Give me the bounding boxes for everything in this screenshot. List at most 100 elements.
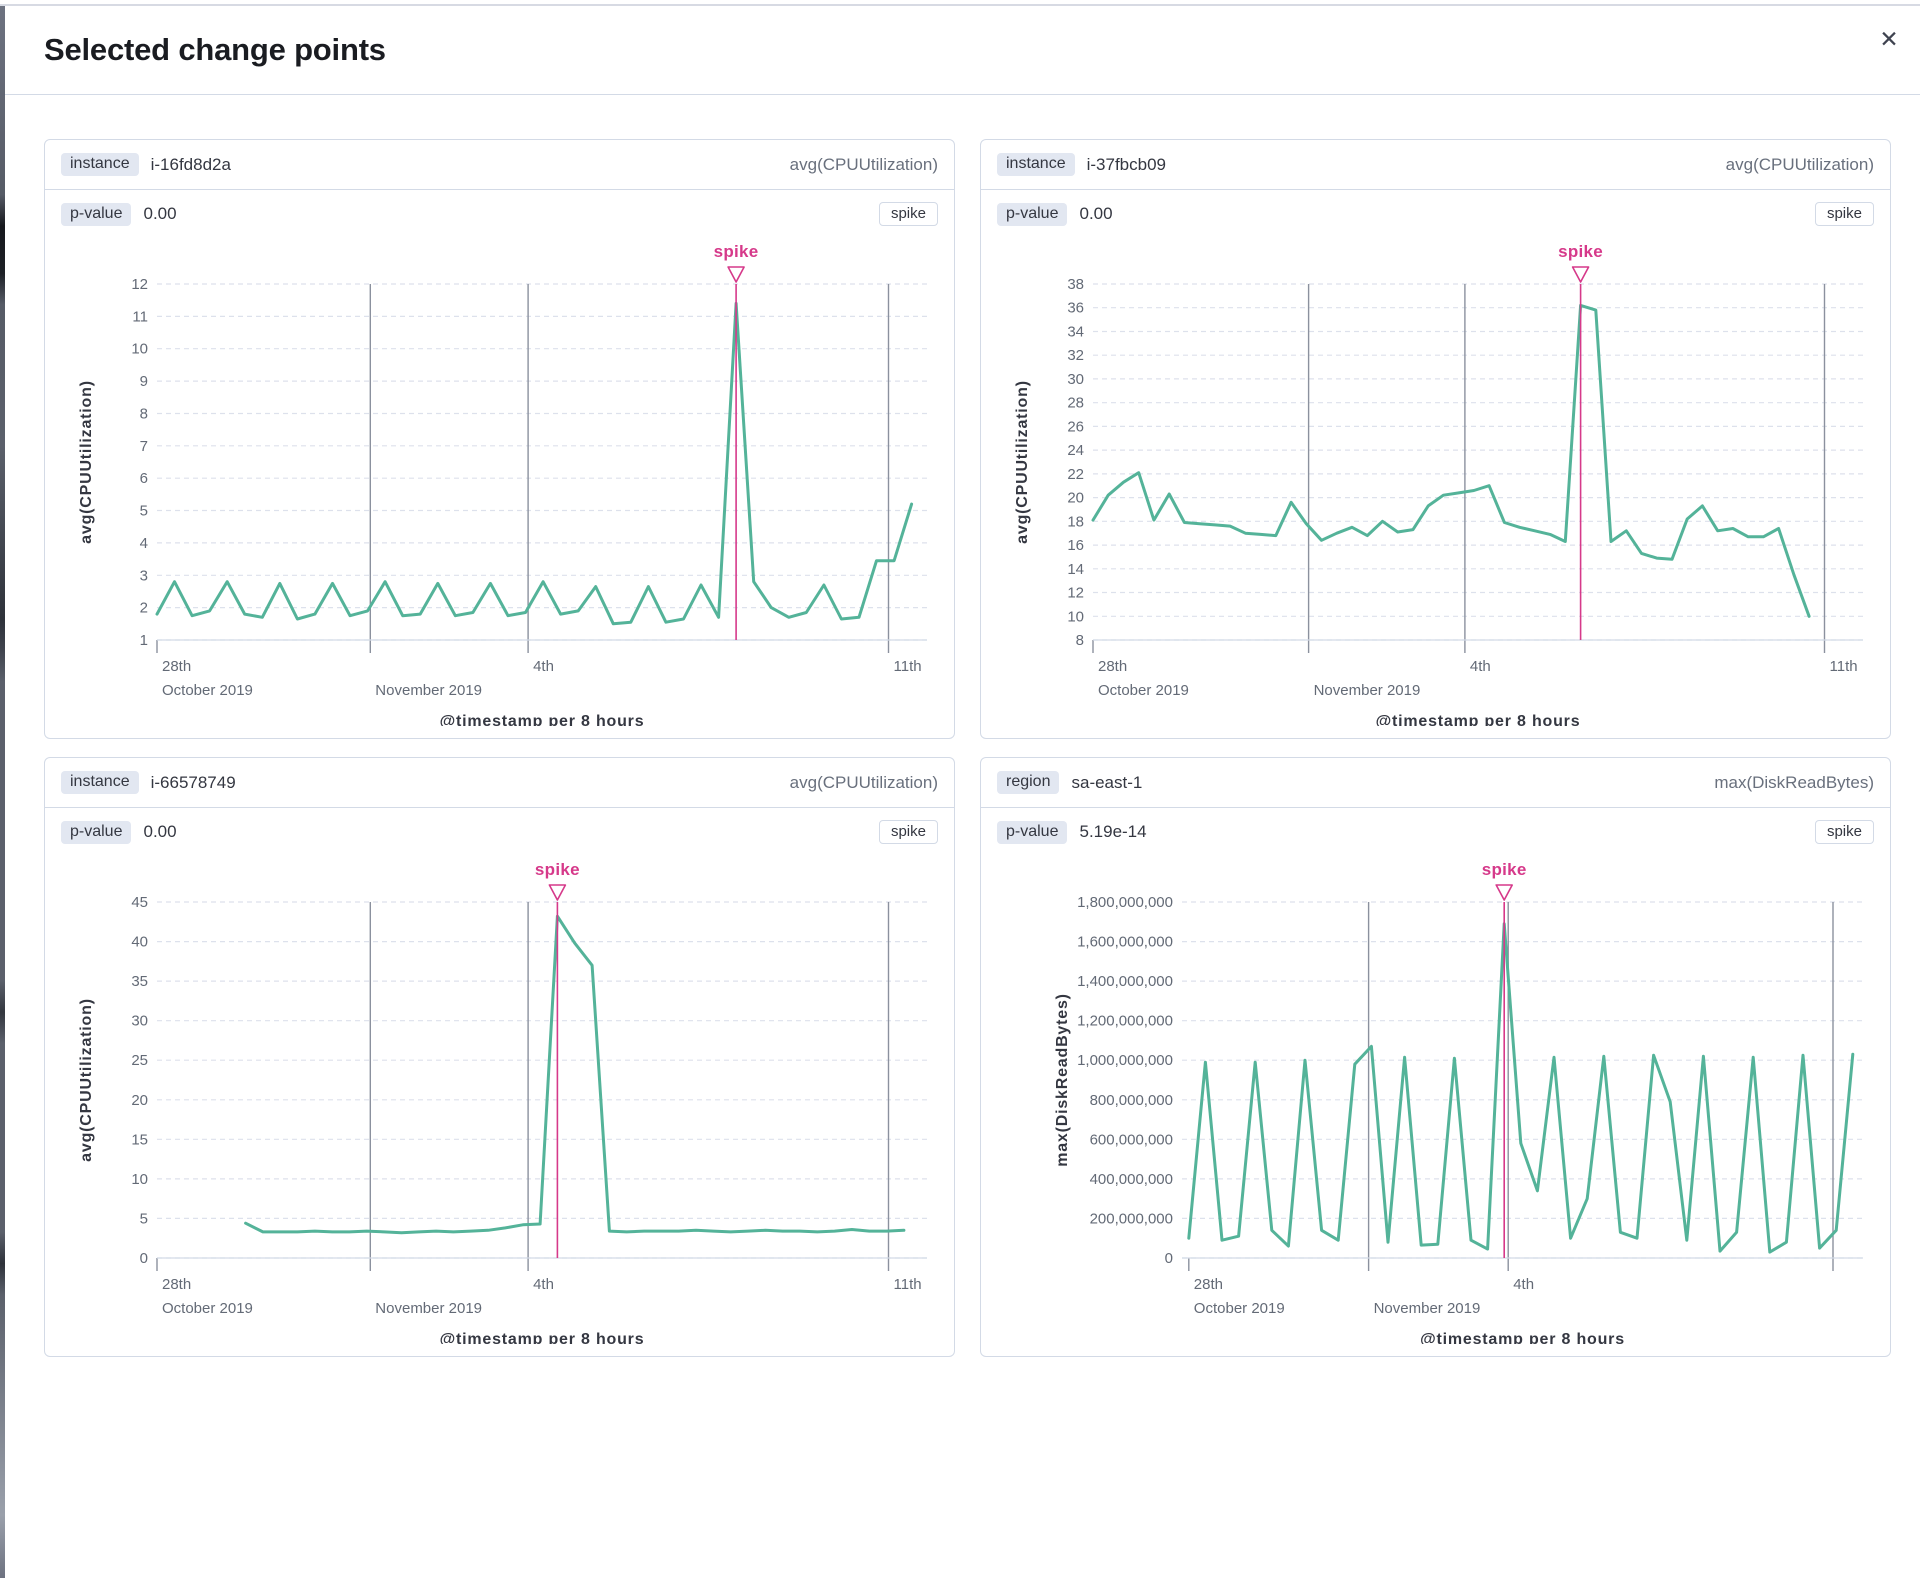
svg-text:4th: 4th (533, 1276, 554, 1293)
svg-text:24: 24 (1067, 442, 1084, 459)
svg-text:avg(CPUUtilization): avg(CPUUtilization) (78, 998, 95, 1162)
svg-text:1,400,000,000: 1,400,000,000 (1077, 973, 1173, 990)
svg-text:October 2019: October 2019 (1098, 682, 1189, 699)
svg-text:11th: 11th (894, 1276, 922, 1293)
svg-text:11th: 11th (894, 658, 922, 675)
p-value-row: p-value 5.19e-14 spike (981, 808, 1890, 844)
selected-change-points-flyout: Selected change points ✕ instance i-16fd… (5, 6, 1920, 1578)
svg-text:spike: spike (1482, 860, 1527, 879)
p-value-badge: p-value (997, 202, 1068, 226)
p-value: 0.00 (1079, 204, 1113, 223)
svg-text:28: 28 (1067, 395, 1084, 412)
p-value-badge: p-value (61, 202, 132, 226)
svg-text:32: 32 (1067, 347, 1084, 364)
change-point-panel-1: instance i-16fd8d2a avg(CPUUtilization) … (44, 139, 955, 739)
svg-text:avg(CPUUtilization): avg(CPUUtilization) (1014, 380, 1031, 544)
svg-text:@timestamp per 8 hours: @timestamp per 8 hours (440, 1331, 645, 1344)
svg-text:12: 12 (1067, 585, 1084, 602)
svg-text:6: 6 (140, 470, 148, 487)
svg-text:36: 36 (1067, 300, 1084, 317)
svg-text:@timestamp per 8 hours: @timestamp per 8 hours (1376, 713, 1581, 726)
svg-text:@timestamp per 8 hours: @timestamp per 8 hours (440, 713, 645, 726)
p-value-badge: p-value (61, 820, 132, 844)
svg-text:600,000,000: 600,000,000 (1090, 1131, 1173, 1148)
svg-text:8: 8 (1076, 632, 1084, 649)
svg-text:spike: spike (1558, 242, 1603, 261)
svg-text:9: 9 (140, 373, 148, 390)
p-value-row: p-value 0.00 spike (981, 190, 1890, 226)
line-chart-svg: 0 5 10 15 20 25 30 35 40 45 28th October 2019 Novemb… (78, 860, 927, 1344)
svg-text:November 2019: November 2019 (375, 1300, 482, 1317)
svg-text:0: 0 (1165, 1250, 1173, 1267)
metric-label: avg(CPUUtilization) (1725, 154, 1874, 174)
field-name-badge: instance (997, 153, 1075, 176)
change-point-chart: 0 5 10 15 20 25 30 35 40 45 28th October 2019 Novemb… (45, 844, 954, 1356)
background-page-edge (0, 6, 5, 1578)
change-type-badge: spike (878, 820, 938, 844)
svg-text:5: 5 (140, 503, 148, 520)
svg-text:11th: 11th (1830, 658, 1858, 675)
metric-label: max(DiskReadBytes) (1714, 772, 1874, 792)
panel-header: instance i-66578749 avg(CPUUtilization) (45, 758, 954, 808)
svg-text:38: 38 (1067, 276, 1084, 293)
line-chart-svg: 8 10 12 14 16 18 20 22 24 26 28 30 32 34 36 38 28th Octob… (1014, 242, 1863, 726)
svg-text:12: 12 (131, 276, 148, 293)
svg-text:28th: 28th (1098, 658, 1127, 675)
svg-text:October 2019: October 2019 (162, 1300, 253, 1317)
svg-text:4: 4 (140, 535, 148, 552)
change-type-badge: spike (1814, 202, 1874, 226)
svg-text:8: 8 (140, 406, 148, 423)
svg-text:400,000,000: 400,000,000 (1090, 1171, 1173, 1188)
page-top-border (0, 4, 1920, 6)
page-title: Selected change points (44, 32, 386, 67)
svg-text:14: 14 (1067, 561, 1084, 578)
svg-text:avg(CPUUtilization): avg(CPUUtilization) (78, 380, 95, 544)
svg-text:November 2019: November 2019 (1314, 682, 1421, 699)
svg-text:10: 10 (1067, 608, 1084, 625)
svg-text:@timestamp per 8 hours: @timestamp per 8 hours (1420, 1331, 1625, 1344)
svg-text:20: 20 (1067, 490, 1084, 507)
svg-text:15: 15 (131, 1131, 148, 1148)
svg-text:1,800,000,000: 1,800,000,000 (1077, 894, 1173, 911)
svg-text:16: 16 (1067, 537, 1084, 554)
change-type-badge: spike (1814, 820, 1874, 844)
change-point-chart: 8 10 12 14 16 18 20 22 24 26 28 30 32 34 36 38 28th Octob… (981, 226, 1890, 738)
svg-text:22: 22 (1067, 466, 1084, 483)
svg-text:34: 34 (1067, 324, 1084, 341)
panel-header: instance i-37fbcb09 avg(CPUUtilization) (981, 140, 1890, 190)
p-value-row: p-value 0.00 spike (45, 808, 954, 844)
field-name-badge: instance (61, 771, 139, 794)
field-name-badge: region (997, 771, 1060, 794)
svg-text:18: 18 (1067, 513, 1084, 530)
close-icon[interactable]: ✕ (1872, 22, 1906, 56)
svg-text:800,000,000: 800,000,000 (1090, 1092, 1173, 1109)
svg-text:10: 10 (131, 341, 148, 358)
svg-text:November 2019: November 2019 (375, 682, 482, 699)
svg-text:30: 30 (131, 1013, 148, 1030)
field-value: i-16fd8d2a (150, 154, 231, 174)
p-value: 0.00 (143, 822, 177, 841)
svg-text:November 2019: November 2019 (1374, 1300, 1481, 1317)
p-value-row: p-value 0.00 spike (45, 190, 954, 226)
svg-text:30: 30 (1067, 371, 1084, 388)
svg-text:28th: 28th (162, 658, 191, 675)
change-point-chart: 1 2 3 4 5 6 7 8 9 10 11 12 28th October 2019 November … (45, 226, 954, 738)
svg-text:4th: 4th (1513, 1276, 1534, 1293)
svg-text:October 2019: October 2019 (1194, 1300, 1285, 1317)
field-value: i-66578749 (150, 772, 236, 792)
svg-text:26: 26 (1067, 418, 1084, 435)
svg-text:spike: spike (714, 242, 759, 261)
metric-label: avg(CPUUtilization) (789, 772, 938, 792)
p-value-badge: p-value (997, 820, 1068, 844)
svg-text:spike: spike (535, 860, 580, 879)
panel-header: instance i-16fd8d2a avg(CPUUtilization) (45, 140, 954, 190)
svg-text:4th: 4th (533, 658, 554, 675)
p-value: 0.00 (143, 204, 177, 223)
svg-text:October 2019: October 2019 (162, 682, 253, 699)
svg-text:4th: 4th (1470, 658, 1491, 675)
p-value: 5.19e-14 (1079, 822, 1147, 841)
change-point-panel-2: instance i-37fbcb09 avg(CPUUtilization) … (980, 139, 1891, 739)
svg-text:2: 2 (140, 600, 148, 617)
change-points-grid: instance i-16fd8d2a avg(CPUUtilization) … (5, 95, 1920, 1357)
svg-text:3: 3 (140, 567, 148, 584)
